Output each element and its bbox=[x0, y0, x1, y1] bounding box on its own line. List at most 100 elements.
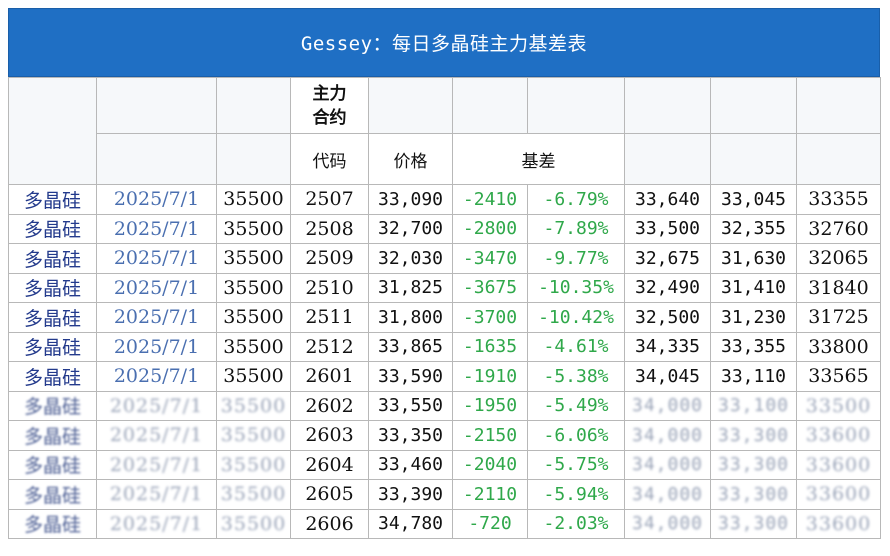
low-price-cell: 33,300 bbox=[710, 479, 797, 510]
date-cell: 2025/7/1 bbox=[96, 420, 217, 451]
price-cell: 33,865 bbox=[368, 331, 453, 362]
header-cell-blank bbox=[96, 133, 217, 185]
basis-table: 主力 合约 代码 价格 基差 多晶硅 2025/7/1 35500 2507 33,090… bbox=[8, 77, 881, 539]
price-cell: 33,590 bbox=[368, 361, 453, 392]
header-basis: 基差 bbox=[452, 133, 625, 185]
table-row: 多晶硅 2025/7/1 35500 2605 33,390 -2110 -5.94% 34,… bbox=[8, 479, 881, 510]
basis-percent-cell: -5.38% bbox=[527, 361, 625, 392]
price-cell: 32,030 bbox=[368, 243, 453, 274]
settle-price-cell: 33600 bbox=[796, 508, 881, 539]
spot-price-cell: 35500 bbox=[216, 331, 291, 362]
settle-price-cell: 33600 bbox=[796, 420, 881, 451]
header-cell-blank bbox=[710, 77, 797, 134]
table-row: 多晶硅 2025/7/1 35500 2509 32,030 -3470 -9.77% 32,… bbox=[8, 243, 881, 274]
header-cell-blank bbox=[96, 77, 217, 134]
contract-code-cell: 2604 bbox=[290, 449, 369, 480]
basis-percent-cell: -6.79% bbox=[527, 184, 625, 215]
spot-price-cell: 35500 bbox=[216, 272, 291, 303]
basis-cell: -720 bbox=[452, 508, 528, 539]
spot-price-cell: 35500 bbox=[216, 243, 291, 274]
product-cell: 多晶硅 bbox=[8, 243, 97, 274]
price-cell: 33,090 bbox=[368, 184, 453, 215]
price-cell: 34,780 bbox=[368, 508, 453, 539]
basis-percent-cell: -5.75% bbox=[527, 449, 625, 480]
contract-code-cell: 2602 bbox=[290, 390, 369, 421]
price-cell: 33,390 bbox=[368, 479, 453, 510]
high-price-cell: 34,000 bbox=[624, 449, 711, 480]
header-cell-blank bbox=[624, 77, 711, 134]
low-price-cell: 33,355 bbox=[710, 331, 797, 362]
basis-percent-cell: -4.61% bbox=[527, 331, 625, 362]
header-cell-blank bbox=[527, 77, 625, 134]
low-price-cell: 33,300 bbox=[710, 420, 797, 451]
table-row: 多晶硅 2025/7/1 35500 2508 32,700 -2800 -7.89% 33,… bbox=[8, 213, 881, 244]
header-cell-blank bbox=[8, 77, 97, 185]
spot-price-cell: 35500 bbox=[216, 184, 291, 215]
header-cell-blank bbox=[216, 133, 291, 185]
basis-cell: -3675 bbox=[452, 272, 528, 303]
date-cell: 2025/7/1 bbox=[96, 243, 217, 274]
spot-price-cell: 35500 bbox=[216, 508, 291, 539]
contract-code-cell: 2512 bbox=[290, 331, 369, 362]
low-price-cell: 33,045 bbox=[710, 184, 797, 215]
contract-code-cell: 2606 bbox=[290, 508, 369, 539]
contract-code-cell: 2601 bbox=[290, 361, 369, 392]
settle-price-cell: 31840 bbox=[796, 272, 881, 303]
header-cell-blank bbox=[216, 77, 291, 134]
basis-cell: -3700 bbox=[452, 302, 528, 333]
basis-percent-cell: -7.89% bbox=[527, 213, 625, 244]
low-price-cell: 33,110 bbox=[710, 361, 797, 392]
high-price-cell: 32,500 bbox=[624, 302, 711, 333]
table-row: 多晶硅 2025/7/1 35500 2507 33,090 -2410 -6.79% 33,… bbox=[8, 184, 881, 215]
settle-price-cell: 33355 bbox=[796, 184, 881, 215]
contract-code-cell: 2511 bbox=[290, 302, 369, 333]
basis-table-container: Gessey：每日多晶硅主力基差表 主力 合约 代码 价格 基差 bbox=[8, 8, 881, 539]
settle-price-cell: 33600 bbox=[796, 449, 881, 480]
basis-cell: -2110 bbox=[452, 479, 528, 510]
date-cell: 2025/7/1 bbox=[96, 302, 217, 333]
table-row: 多晶硅 2025/7/1 35500 2510 31,825 -3675 -10.35% 32… bbox=[8, 272, 881, 303]
header-cell-blank bbox=[452, 77, 528, 134]
settle-price-cell: 32760 bbox=[796, 213, 881, 244]
header-price: 价格 bbox=[368, 133, 453, 185]
high-price-cell: 32,490 bbox=[624, 272, 711, 303]
date-cell: 2025/7/1 bbox=[96, 449, 217, 480]
table-row: 多晶硅 2025/7/1 35500 2601 33,590 -1910 -5.38% 34,… bbox=[8, 361, 881, 392]
header-row-2: 代码 价格 基差 bbox=[9, 133, 881, 185]
high-price-cell: 32,675 bbox=[624, 243, 711, 274]
price-cell: 33,460 bbox=[368, 449, 453, 480]
header-cell-blank bbox=[368, 77, 453, 134]
high-price-cell: 34,000 bbox=[624, 390, 711, 421]
product-cell: 多晶硅 bbox=[8, 213, 97, 244]
basis-cell: -1635 bbox=[452, 331, 528, 362]
high-price-cell: 34,000 bbox=[624, 508, 711, 539]
product-cell: 多晶硅 bbox=[8, 184, 97, 215]
basis-percent-cell: -5.94% bbox=[527, 479, 625, 510]
product-cell: 多晶硅 bbox=[8, 331, 97, 362]
product-cell: 多晶硅 bbox=[8, 390, 97, 421]
high-price-cell: 34,000 bbox=[624, 420, 711, 451]
basis-cell: -2040 bbox=[452, 449, 528, 480]
settle-price-cell: 33600 bbox=[796, 479, 881, 510]
basis-percent-cell: -2.03% bbox=[527, 508, 625, 539]
header-cell-blank bbox=[796, 133, 881, 185]
spot-price-cell: 35500 bbox=[216, 361, 291, 392]
spot-price-cell: 35500 bbox=[216, 479, 291, 510]
basis-percent-cell: -10.42% bbox=[527, 302, 625, 333]
contract-code-cell: 2510 bbox=[290, 272, 369, 303]
header-main-contract: 主力 合约 bbox=[290, 77, 369, 134]
table-row: 多晶硅 2025/7/1 35500 2511 31,800 -3700 -10.42% 32… bbox=[8, 302, 881, 333]
product-cell: 多晶硅 bbox=[8, 508, 97, 539]
high-price-cell: 33,500 bbox=[624, 213, 711, 244]
settle-price-cell: 33500 bbox=[796, 390, 881, 421]
header-cell-blank bbox=[796, 77, 881, 134]
spot-price-cell: 35500 bbox=[216, 302, 291, 333]
spot-price-cell: 35500 bbox=[216, 213, 291, 244]
date-cell: 2025/7/1 bbox=[96, 331, 217, 362]
header-cell-blank bbox=[624, 133, 711, 185]
basis-cell: -1950 bbox=[452, 390, 528, 421]
price-cell: 33,550 bbox=[368, 390, 453, 421]
contract-code-cell: 2603 bbox=[290, 420, 369, 451]
date-cell: 2025/7/1 bbox=[96, 390, 217, 421]
contract-code-cell: 2605 bbox=[290, 479, 369, 510]
